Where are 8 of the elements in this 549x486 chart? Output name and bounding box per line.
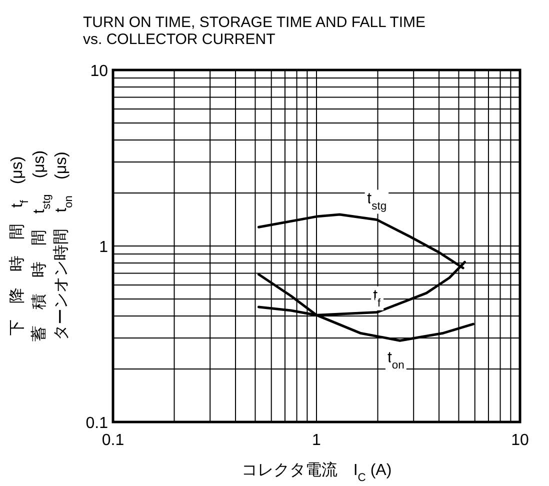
x-tick-label: 0.1 <box>102 432 124 449</box>
y-tick-label: 1 <box>99 239 108 256</box>
y-tick-label: 10 <box>90 63 108 80</box>
chart-title: TURN ON TIME, STORAGE TIME AND FALL TIME vs. COLLECTOR CURRENT <box>83 14 426 48</box>
y-tick-label: 0.1 <box>86 415 108 432</box>
x-tick-label: 10 <box>511 432 529 449</box>
x-axis-title: コレクタ電流 I$_{C}$ (A) <box>241 461 392 484</box>
x-tick-label: 1 <box>312 432 322 449</box>
